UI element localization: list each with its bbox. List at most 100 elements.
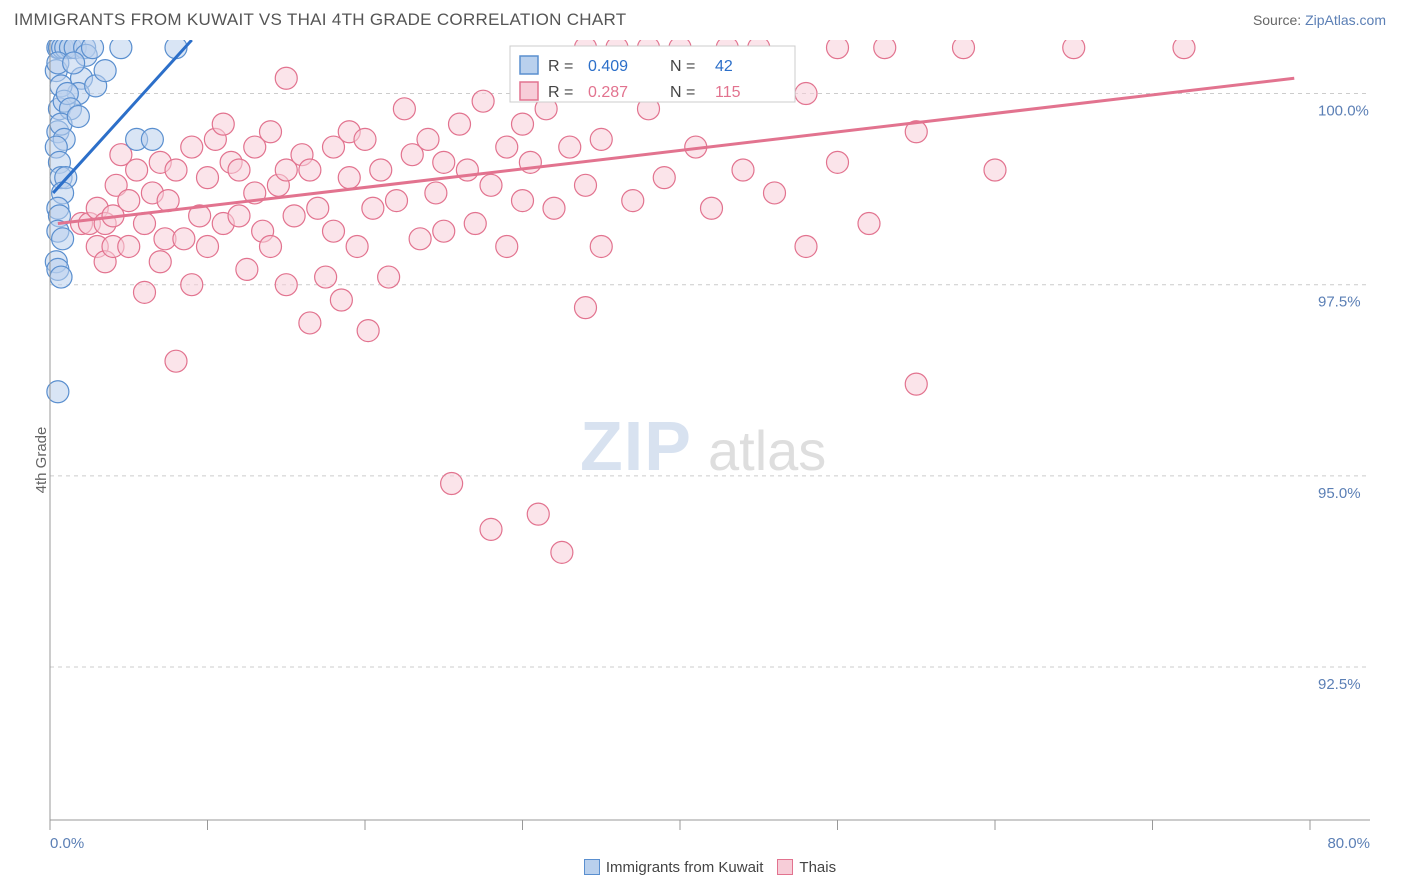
data-point [409,228,431,250]
data-point [1063,40,1085,59]
data-point [858,213,880,235]
data-point [338,167,360,189]
legend-swatch [584,859,600,875]
data-point [315,266,337,288]
svg-text:100.0%: 100.0% [1318,103,1369,120]
data-point [165,159,187,181]
data-point [118,235,140,257]
svg-text:42: 42 [715,58,733,75]
source-prefix: Source: [1253,12,1305,28]
data-point [953,40,975,59]
data-point [228,159,250,181]
data-point [559,136,581,158]
data-point [417,128,439,150]
data-point [984,159,1006,181]
data-point [393,98,415,120]
data-point [323,220,345,242]
data-point [433,151,455,173]
data-point [362,197,384,219]
data-point [275,67,297,89]
data-point [512,113,534,135]
data-point [653,167,675,189]
source-link[interactable]: ZipAtlas.com [1305,12,1386,28]
legend-label: Immigrants from Kuwait [606,859,764,876]
data-point [425,182,447,204]
data-point [701,197,723,219]
scatter-chart: 92.5%95.0%97.5%100.0%ZIPatlas0.0%80.0%R … [0,40,1406,850]
chart-area: 4th Grade 92.5%95.0%97.5%100.0%ZIPatlas0… [0,40,1406,880]
data-point [299,159,321,181]
data-point [496,235,518,257]
svg-text:80.0%: 80.0% [1327,835,1370,850]
data-point [1173,40,1195,59]
svg-text:R =: R = [548,58,573,75]
data-point [357,320,379,342]
data-point [299,312,321,334]
data-point [590,235,612,257]
data-point [905,373,927,395]
header: IMMIGRANTS FROM KUWAIT VS THAI 4TH GRADE… [0,0,1406,40]
chart-title: IMMIGRANTS FROM KUWAIT VS THAI 4TH GRADE… [14,10,626,30]
data-point [197,167,219,189]
data-point [173,228,195,250]
data-point [370,159,392,181]
data-point [386,190,408,212]
y-axis-label: 4th Grade [33,427,50,494]
data-point [134,281,156,303]
svg-text:95.0%: 95.0% [1318,485,1361,502]
data-point [165,350,187,372]
data-point [449,113,471,135]
data-point [63,52,85,74]
data-point [874,40,896,59]
data-point [590,128,612,150]
svg-text:0.0%: 0.0% [50,835,84,850]
data-point [228,205,250,227]
data-point [141,128,163,150]
data-point [795,235,817,257]
data-point [764,182,786,204]
data-point [527,503,549,525]
data-point [795,83,817,105]
legend-label: Thais [799,859,836,876]
data-point [622,190,644,212]
svg-text:0.409: 0.409 [588,58,628,75]
data-point [575,297,597,319]
data-point [118,190,140,212]
svg-text:0.287: 0.287 [588,84,628,101]
data-point [110,40,132,59]
bottom-legend: Immigrants from Kuwait Thais [0,859,1406,876]
data-point [551,541,573,563]
data-point [346,235,368,257]
data-point [275,274,297,296]
data-point [260,235,282,257]
data-point [181,274,203,296]
data-point [307,197,329,219]
data-point [441,473,463,495]
data-point [197,235,219,257]
source-label: Source: ZipAtlas.com [1253,12,1386,28]
data-point [260,121,282,143]
data-point [67,105,89,127]
data-point [543,197,565,219]
data-point [480,518,502,540]
data-point [330,289,352,311]
data-point [827,151,849,173]
data-point [52,228,74,250]
legend-swatch [777,859,793,875]
data-point [827,40,849,59]
data-point [236,258,258,280]
svg-text:115: 115 [715,84,741,101]
data-point [50,266,72,288]
data-point [354,128,376,150]
svg-text:atlas: atlas [708,419,826,482]
data-point [512,190,534,212]
data-point [126,159,148,181]
data-point [433,220,455,242]
svg-text:R =: R = [548,84,573,101]
data-point [149,251,171,273]
data-point [732,159,754,181]
data-point [82,40,104,59]
data-point [181,136,203,158]
svg-text:97.5%: 97.5% [1318,294,1361,311]
data-point [378,266,400,288]
